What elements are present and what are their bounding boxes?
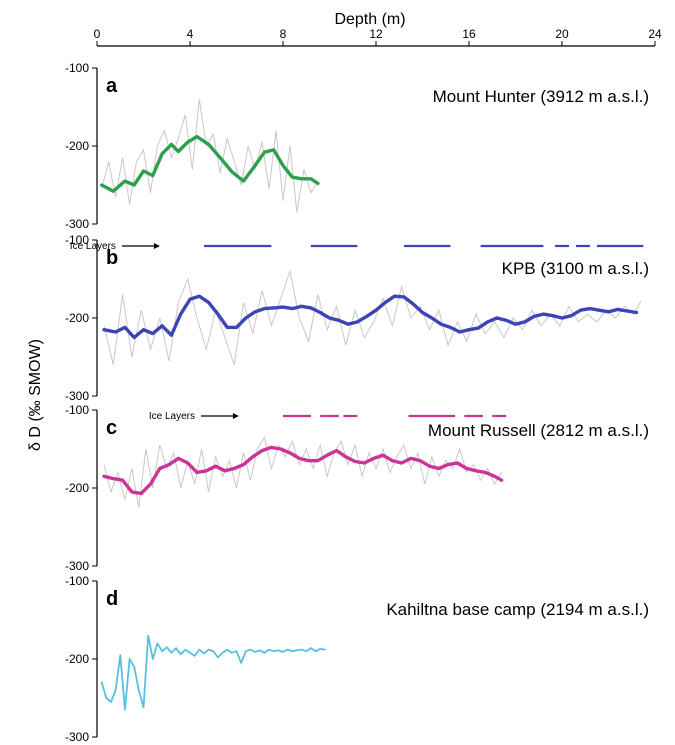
panel-letter: d (106, 588, 118, 610)
panel-title: Mount Hunter (3912 m a.s.l.) (433, 87, 649, 106)
ice-layers-label: Ice Layers (149, 411, 195, 422)
x-axis: 0 4 8 12 16 20 24 (94, 27, 662, 47)
y-tick-label: -200 (65, 652, 89, 666)
x-tick-label: 16 (462, 27, 476, 41)
smoothed-series-line (100, 634, 326, 711)
y-tick-label: -100 (65, 574, 89, 588)
y-tick-label: -200 (65, 311, 89, 325)
y-tick-label: -200 (65, 481, 89, 495)
x-tick-label: 20 (555, 27, 569, 41)
smoothed-series-line (100, 134, 320, 193)
panel-title: Mount Russell (2812 m a.s.l.) (428, 421, 649, 440)
smoothed-series-line (102, 445, 504, 496)
panel-title: Kahiltna base camp (2194 m a.s.l.) (386, 600, 649, 619)
x-tick-label: 0 (94, 27, 101, 41)
x-tick-label: 4 (187, 27, 194, 41)
y-tick-label: -300 (65, 559, 89, 573)
panel-a: -100 -200 -300 a Mount Hunter (3912 m a.s.l.… (65, 61, 649, 231)
panel-c: -100 -200 -300 c Mount Russell (2812 m a.s.l… (65, 403, 649, 573)
panel-letter: a (106, 75, 118, 97)
y-tick-label: -300 (65, 217, 89, 231)
y-tick-label: -200 (65, 139, 89, 153)
y-axis-title: δ D (‰ SMOW) (27, 339, 44, 451)
x-tick-label: 8 (280, 27, 287, 41)
raw-series-line (101, 99, 319, 213)
smoothed-series-line (102, 294, 639, 340)
panel-b: -100 -200 -300 b KPB (3100 m a.s.l.) Ice Laye… (65, 233, 649, 403)
raw-series-line (103, 435, 503, 508)
ice-layers-arrowhead (233, 413, 239, 419)
ice-layers-label: Ice Layers (70, 241, 116, 252)
y-tick-label: -100 (65, 403, 89, 417)
x-tick-label: 12 (369, 27, 383, 41)
y-tick-label: -300 (65, 730, 89, 744)
y-tick-label: -100 (65, 61, 89, 75)
panel-d: -100 -200 -300 d Kahiltna base camp (2194 m … (65, 574, 649, 744)
x-tick-label: 24 (648, 27, 662, 41)
y-tick-label: -100 (65, 233, 89, 247)
panel-title: KPB (3100 m a.s.l.) (502, 259, 649, 278)
x-axis-title: Depth (m) (334, 11, 405, 28)
panels: -100 -200 -300 a Mount Hunter (3912 m a.s.l.… (65, 61, 649, 744)
raw-series-line (103, 269, 642, 365)
panel-letter: b (106, 247, 118, 269)
panel-letter: c (106, 417, 117, 439)
ice-layers-arrowhead (153, 243, 160, 249)
y-tick-label: -300 (65, 389, 89, 403)
